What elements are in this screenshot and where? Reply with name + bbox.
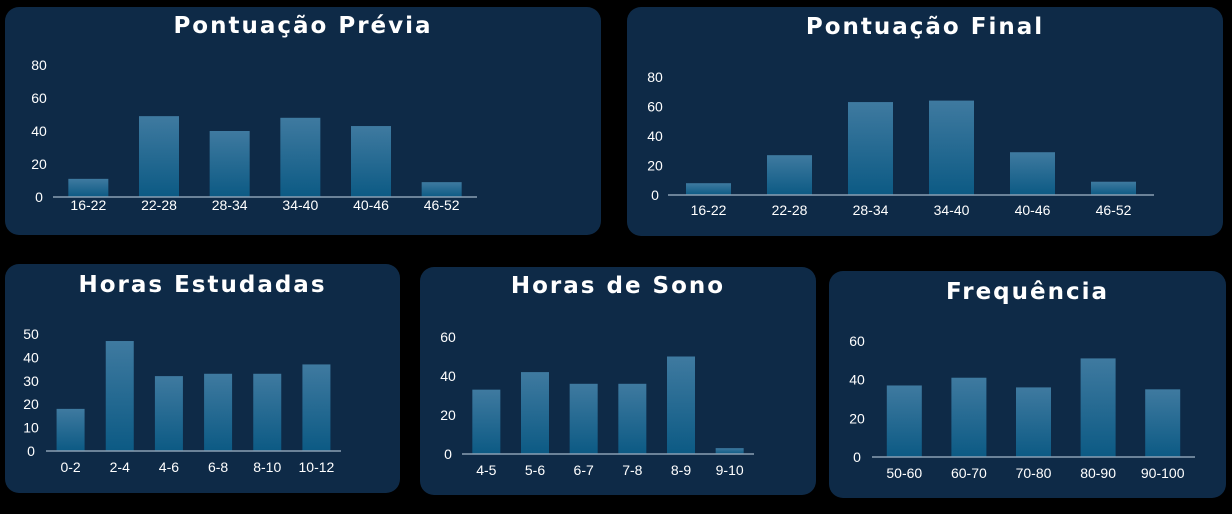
x-tick-label: 10-12 [299,459,335,475]
chart-title: Horas Estudadas [78,272,327,298]
x-tick-label: 8-9 [671,462,691,478]
x-tick-label: 8-10 [253,459,281,475]
bar [280,117,321,197]
bar [154,376,183,451]
chart-panel-frequencia: Frequência 0 20 40 60 50-60 60-70 70-80 80-90 90… [829,271,1226,498]
bar [421,182,462,197]
bar-chart: 0 20 40 60 4-5 5-6 6-7 7-8 8-9 9-10 [440,329,754,478]
bar [204,373,233,451]
bar-chart: 0 20 40 60 80 16-22 22-28 28-34 34-40 40-46 46-52 [31,57,477,213]
bar [1145,389,1181,457]
y-tick-label: 40 [647,128,663,144]
x-tick-label: 16-22 [70,197,106,213]
bar [951,377,987,457]
chart-title: Horas de Sono [510,273,726,299]
bar [302,364,331,451]
bar [209,131,250,197]
y-tick-label: 40 [23,349,39,365]
y-tick-label: 0 [853,449,861,465]
bar [521,372,549,454]
x-tick-label: 16-22 [691,202,727,218]
x-tick-label: 50-60 [886,465,922,481]
bar [472,389,501,454]
x-tick-label: 70-80 [1016,465,1052,481]
y-tick-label: 20 [849,410,865,426]
y-tick-label: 20 [440,407,456,423]
bar [767,155,812,195]
bar [351,126,391,197]
bar [1010,152,1055,195]
bar [618,383,647,454]
x-tick-label: 6-7 [574,462,594,478]
chart-title: Pontuação Final [805,14,1045,40]
bar [848,102,893,195]
bar [105,341,134,451]
y-tick-label: 40 [440,368,456,384]
bar [1091,181,1136,195]
x-tick-label: 40-46 [353,197,389,213]
y-tick-label: 60 [31,90,47,106]
y-tick-label: 80 [647,69,663,85]
bar [56,408,85,451]
chart-panel-horas-estudadas: Horas Estudadas 0 10 20 30 40 50 0-2 2-4 4-6 6-8 8… [5,264,400,493]
bar [686,183,731,195]
x-tick-label: 5-6 [525,462,545,478]
y-tick-label: 60 [647,99,663,115]
y-tick-label: 20 [31,156,47,172]
x-tick-label: 46-52 [1096,202,1132,218]
chart-title: Pontuação Prévia [173,13,433,39]
bar [253,373,282,451]
x-tick-label: 34-40 [934,202,970,218]
x-tick-label: 2-4 [110,459,130,475]
y-tick-label: 60 [440,329,456,345]
x-tick-label: 40-46 [1015,202,1051,218]
y-tick-label: 0 [444,446,452,462]
chart-panel-pontuacao-final: Pontuação Final 0 20 40 60 80 16-22 22-28 28-34… [627,7,1223,236]
bar [139,116,179,197]
bar [715,448,744,454]
y-tick-label: 20 [23,396,39,412]
y-tick-label: 0 [35,189,43,205]
x-tick-label: 6-8 [208,459,228,475]
bar-chart: 0 20 40 60 50-60 60-70 70-80 80-90 90-100 [849,333,1195,481]
bar-chart: 0 20 40 60 80 16-22 22-28 28-34 34-40 40-46 46-52 [647,69,1154,218]
y-tick-label: 80 [31,57,47,73]
y-tick-label: 50 [23,326,39,342]
x-tick-label: 28-34 [853,202,889,218]
bar-chart: 0 10 20 30 40 50 0-2 2-4 4-6 6-8 8-10 10-12 [23,326,341,475]
y-tick-label: 40 [31,123,47,139]
y-tick-label: 30 [23,373,39,389]
bar [1080,358,1116,457]
y-tick-label: 20 [647,158,663,174]
y-tick-label: 0 [651,187,659,203]
y-tick-label: 40 [849,372,865,388]
x-tick-label: 22-28 [772,202,808,218]
bar [569,383,598,454]
x-tick-label: 34-40 [282,197,318,213]
x-tick-label: 60-70 [951,465,987,481]
bar [1016,387,1051,457]
bar [929,100,974,195]
chart-panel-horas-de-sono: Horas de Sono 0 20 40 60 4-5 5-6 6-7 7-8 8-9 9-10 [420,267,816,495]
y-tick-label: 60 [849,333,865,349]
bar [68,178,109,197]
y-tick-label: 10 [23,420,39,436]
chart-panel-pontuacao-previa: Pontuação Prévia 0 20 40 60 80 16-22 22-28 28-3… [5,7,601,235]
x-tick-label: 28-34 [212,197,248,213]
x-tick-label: 4-5 [476,462,496,478]
x-tick-label: 90-100 [1141,465,1185,481]
x-tick-label: 7-8 [622,462,642,478]
x-tick-label: 22-28 [141,197,177,213]
x-tick-label: 9-10 [716,462,744,478]
x-tick-label: 4-6 [159,459,179,475]
bar [886,385,922,457]
y-tick-label: 0 [27,443,35,459]
chart-title: Frequência [945,279,1110,305]
x-tick-label: 80-90 [1080,465,1116,481]
x-tick-label: 0-2 [60,459,80,475]
bar [667,356,695,454]
x-tick-label: 46-52 [424,197,460,213]
